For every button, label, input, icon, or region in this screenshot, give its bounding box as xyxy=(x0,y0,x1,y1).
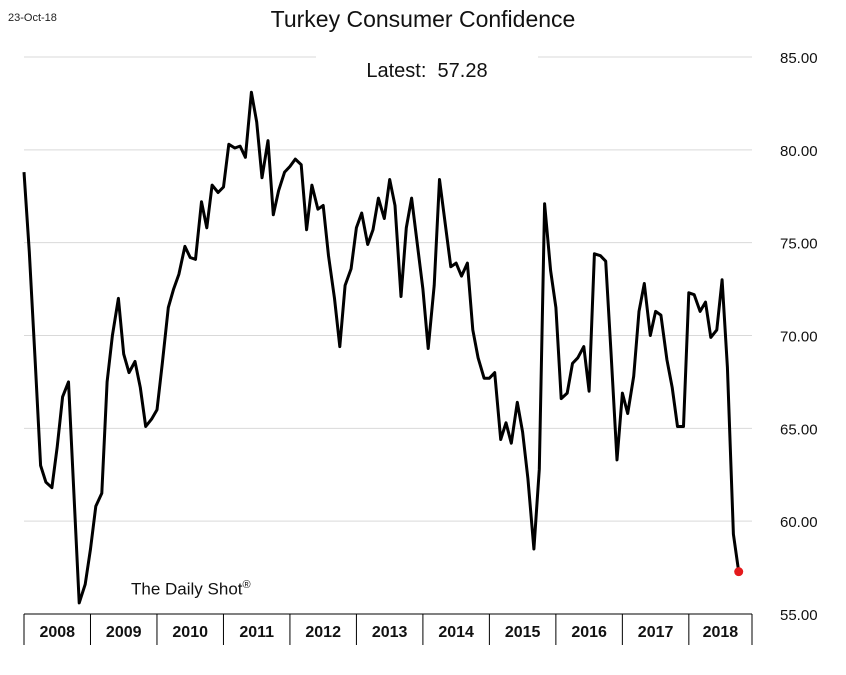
y-tick-label: 55.00 xyxy=(780,607,818,624)
latest-annotation: Latest: 57.28 xyxy=(316,52,538,90)
series-line xyxy=(22,90,741,605)
y-tick-label: 85.00 xyxy=(780,50,818,67)
x-tick-label: 2016 xyxy=(571,624,607,641)
y-tick-label: 75.00 xyxy=(780,236,818,253)
x-tick-label: 2017 xyxy=(638,624,674,641)
registered-mark: ® xyxy=(242,579,251,591)
x-tick-label: 2013 xyxy=(372,624,408,641)
x-tick-label: 2010 xyxy=(172,624,208,641)
date-label: 23-Oct-18 xyxy=(8,12,57,24)
latest-point xyxy=(734,567,744,577)
x-tick-label: 2011 xyxy=(239,624,274,641)
y-tick-label: 65.00 xyxy=(780,421,818,438)
y-tick-label: 80.00 xyxy=(780,143,818,160)
x-tick-label: 2018 xyxy=(703,624,739,641)
y-tick-label: 70.00 xyxy=(780,329,818,346)
x-tick-label: 2014 xyxy=(438,624,474,641)
latest-value: 57.28 xyxy=(437,60,488,82)
y-tick-label: 60.00 xyxy=(780,514,818,531)
x-tick-label: 2008 xyxy=(39,624,75,641)
x-tick-label: 2009 xyxy=(106,624,142,641)
x-tick-label: 2015 xyxy=(505,624,541,641)
x-tick-label: 2012 xyxy=(305,624,341,641)
latest-label: Latest: xyxy=(366,60,427,82)
watermark-text: The Daily Shot xyxy=(131,579,243,599)
chart-title: Turkey Consumer Confidence xyxy=(270,6,576,32)
watermark: The Daily Shot® xyxy=(131,579,251,600)
